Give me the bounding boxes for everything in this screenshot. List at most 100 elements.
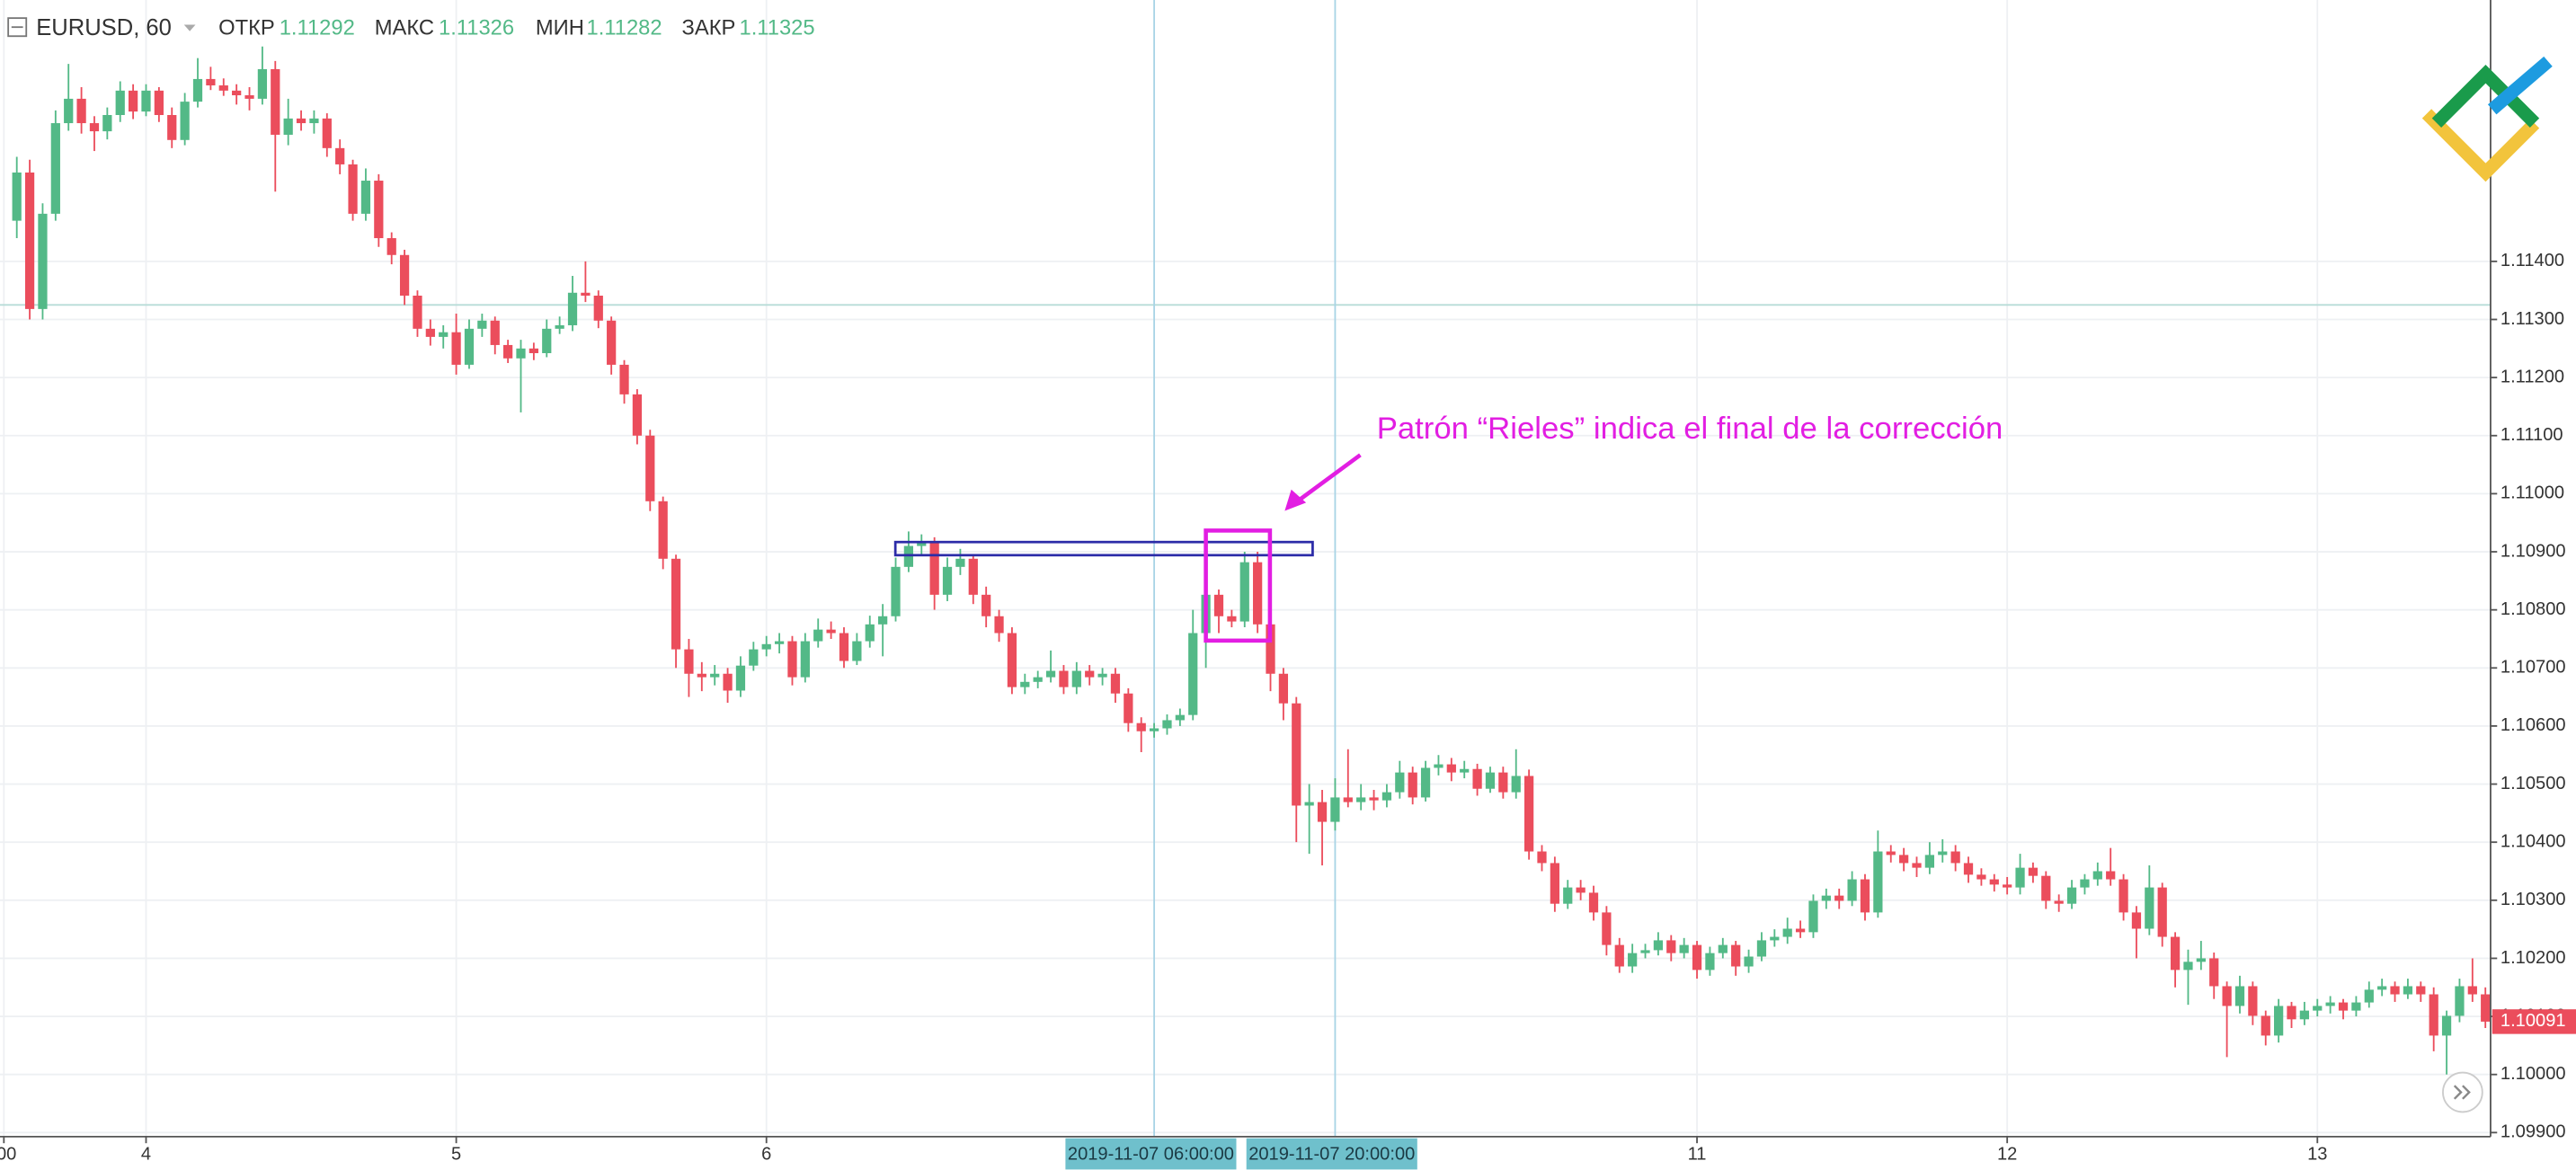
candle-body	[439, 332, 449, 337]
candle-body	[2209, 958, 2219, 987]
candle-body	[658, 501, 668, 559]
y-tick-label: 1.11400	[2500, 251, 2564, 270]
resistance-box	[893, 540, 1314, 557]
logo-blue	[2487, 56, 2553, 115]
candle-body	[1239, 562, 1249, 622]
x-tick-label: 5	[451, 1144, 461, 1164]
candle-body	[360, 181, 371, 214]
candle-body	[50, 123, 60, 214]
y-tick-label: 1.10600	[2500, 715, 2566, 735]
candle-body	[2325, 1002, 2335, 1006]
candle-body	[1770, 936, 1780, 941]
candle-body	[1420, 767, 1431, 798]
candle-body	[903, 545, 914, 567]
candle-body	[581, 292, 591, 297]
candle-body	[1408, 772, 1417, 798]
y-tick-label: 1.11100	[2500, 425, 2563, 445]
candle-body	[1110, 673, 1121, 694]
candle-body	[607, 320, 617, 365]
candle-body	[942, 566, 953, 595]
candle-body	[2080, 879, 2090, 888]
ohlc-label: МАКС	[375, 15, 434, 40]
candle-body	[271, 68, 280, 135]
candle-body	[774, 641, 785, 644]
symbol[interactable]: EURUSD, 60	[36, 15, 172, 40]
candle-body	[1381, 792, 1392, 801]
y-tick-label: 1.10800	[2500, 599, 2566, 619]
candle-body	[1304, 802, 1314, 806]
candle-body	[710, 673, 720, 678]
candle-body	[1175, 714, 1185, 721]
candle-body	[1511, 776, 1521, 793]
candle-body	[1718, 944, 1728, 953]
y-tick-label: 1.10200	[2500, 948, 2566, 968]
annotation-arrow	[1296, 453, 1362, 503]
candle-body	[2015, 867, 2025, 888]
candle-body	[218, 85, 228, 91]
candle-body	[1873, 851, 1883, 913]
candle-body	[1278, 673, 1289, 704]
candle-body	[24, 172, 35, 309]
candle-body	[1640, 950, 1650, 953]
symbol-dropdown[interactable]	[183, 24, 196, 31]
candle-body	[296, 118, 306, 124]
ohlc-value: 1.11292	[280, 15, 355, 40]
candle-body	[2131, 912, 2142, 929]
candle-body	[490, 320, 500, 345]
candle-body	[2261, 1015, 2270, 1036]
ohlc-label: ОТКР	[218, 15, 275, 40]
candle-body	[1550, 863, 1559, 904]
candle-body	[1020, 681, 1030, 687]
candle-body	[955, 558, 965, 567]
candle-body	[12, 172, 22, 221]
candle-body	[2313, 1006, 2323, 1011]
candle-body	[723, 673, 733, 691]
candle-body	[1124, 693, 1133, 723]
logo-yellow	[2421, 109, 2540, 182]
candle-body	[1705, 953, 1715, 971]
candle-body	[2441, 1015, 2452, 1036]
candle-body	[1446, 764, 1456, 773]
candle-body	[1756, 940, 1767, 957]
candle-body	[1808, 900, 1818, 933]
candle-body	[1266, 624, 1275, 674]
candle-body	[1563, 887, 1573, 904]
candle-body	[1188, 633, 1198, 715]
candle-body	[917, 542, 927, 546]
candle-body	[1523, 776, 1534, 852]
candle-body	[477, 320, 487, 329]
grid	[0, 0, 2491, 1137]
logo	[2421, 56, 2553, 182]
candle-body	[891, 566, 901, 616]
candle-body	[2274, 1006, 2284, 1036]
y-tick-label: 1.11200	[2500, 367, 2564, 386]
candle-body	[1950, 851, 1960, 864]
candle-body	[2338, 1002, 2349, 1011]
candle-body	[878, 616, 888, 625]
candle-body	[1847, 879, 1857, 901]
candle-body	[2222, 986, 2232, 1006]
candle-body	[413, 296, 422, 329]
scroll-to-end-button[interactable]	[2442, 1071, 2483, 1113]
ohlc-value: 1.11326	[439, 15, 514, 40]
last-price-label: 1.10091	[2500, 1011, 2566, 1031]
candle-body	[2455, 986, 2465, 1016]
candle-body	[1537, 851, 1547, 864]
candle-body	[542, 328, 552, 353]
candle-body	[929, 542, 939, 595]
candle-body	[1059, 670, 1069, 687]
candle-body	[76, 98, 86, 124]
collapse-icon[interactable]	[7, 17, 28, 38]
last-price-bg	[2492, 1009, 2576, 1034]
candle-body	[2299, 1010, 2310, 1020]
candle-body	[1213, 594, 1224, 616]
candle-body	[102, 114, 112, 132]
candle-body	[1472, 768, 1482, 789]
candle-body	[64, 98, 74, 124]
candle-body	[1369, 797, 1379, 801]
candle-body	[1938, 851, 1948, 855]
plot-area	[12, 46, 2491, 1075]
candle-body	[697, 673, 706, 678]
candle-body	[2481, 994, 2491, 1022]
candle-body	[1485, 772, 1496, 789]
